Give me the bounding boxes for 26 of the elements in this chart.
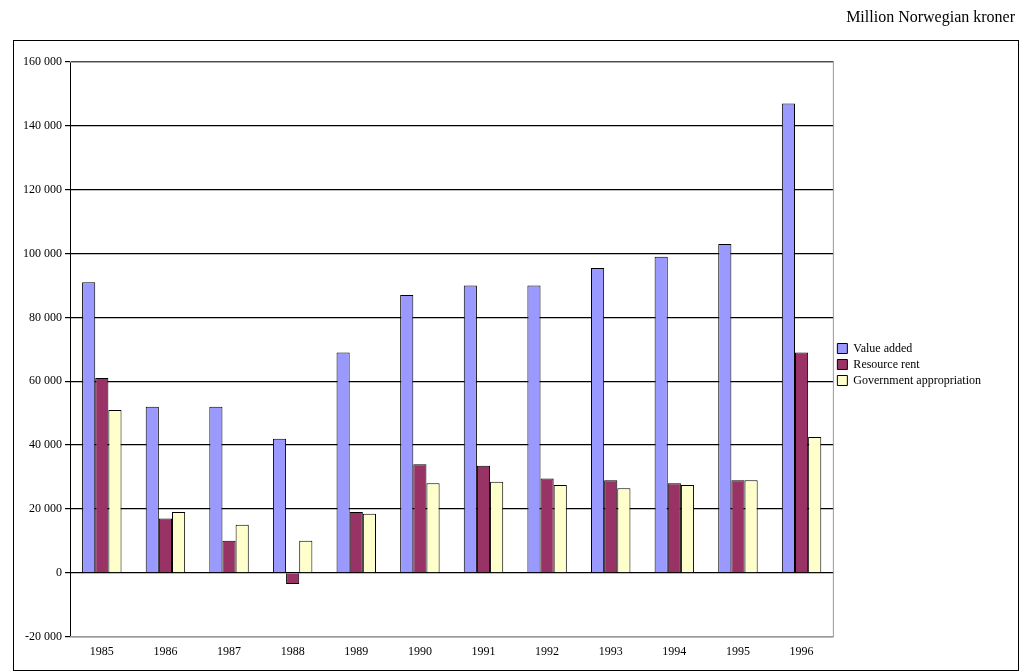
y-tick-label: -20 000	[25, 628, 62, 643]
y-tick-label: 80 000	[29, 309, 62, 324]
x-tick-label: 1988	[280, 643, 305, 658]
y-tick-label: 140 000	[23, 118, 62, 132]
x-tick-label: 1989	[344, 643, 369, 658]
x-tick-label: 1994	[662, 643, 687, 658]
x-tick-label: 1990	[407, 643, 432, 658]
x-tick-label: 1985	[89, 643, 114, 658]
x-tick-label: 1986	[153, 643, 178, 658]
x-tick-label: 1996	[789, 643, 814, 658]
text: Million Norwegian kroner	[846, 8, 1015, 26]
x-tick-label: 1995	[725, 643, 750, 658]
y-tick-label: 20 000	[29, 501, 62, 516]
x-tick-label: 1992	[535, 643, 560, 658]
x-tick-label: 1987	[217, 643, 242, 658]
y-tick-label: 0	[56, 564, 62, 579]
legend-label: Government appropriation	[853, 372, 982, 387]
y-tick-label: 40 000	[29, 437, 62, 452]
y-tick-label: 160 000	[23, 54, 62, 69]
y-tick-label: 100 000	[23, 245, 62, 260]
x-tick-label: 1993	[598, 643, 623, 658]
y-tick-label: 120 000	[23, 181, 62, 196]
x-tick-label: 1991	[471, 643, 496, 658]
y-tick-label: 60 000	[29, 373, 62, 388]
legend-label: Value added	[853, 340, 913, 355]
legend-label: Resource rent	[853, 356, 921, 371]
